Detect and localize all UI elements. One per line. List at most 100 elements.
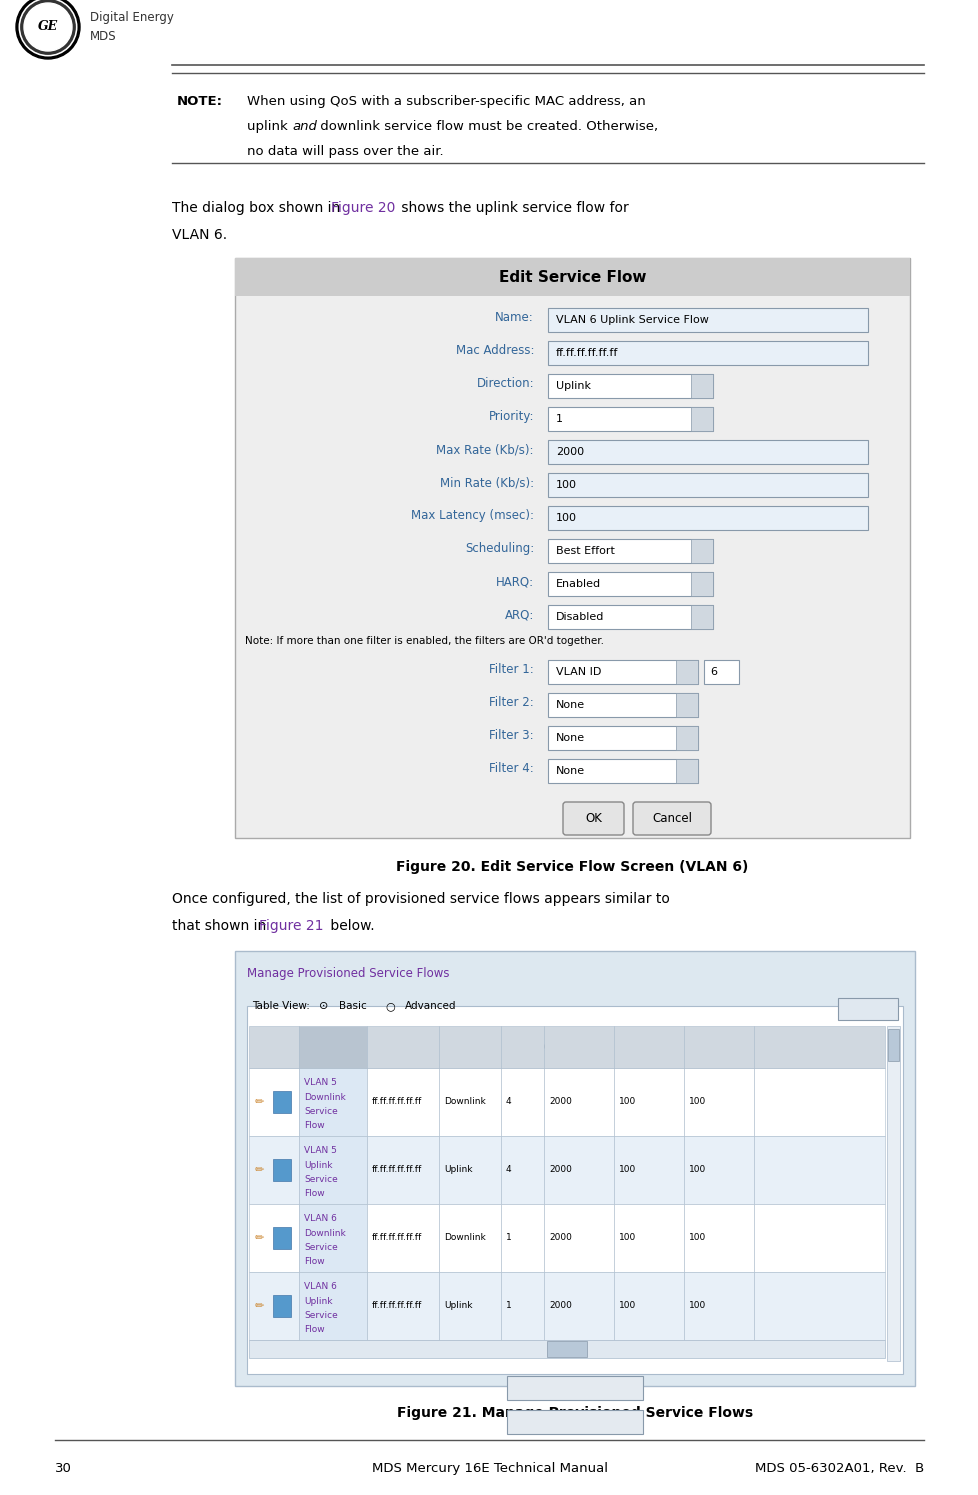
FancyBboxPatch shape	[548, 374, 712, 398]
FancyBboxPatch shape	[676, 694, 697, 718]
FancyBboxPatch shape	[544, 1203, 613, 1272]
FancyBboxPatch shape	[544, 1067, 613, 1136]
FancyBboxPatch shape	[248, 1203, 298, 1272]
FancyBboxPatch shape	[501, 1067, 544, 1136]
Text: 100: 100	[689, 1097, 705, 1106]
FancyBboxPatch shape	[544, 1272, 613, 1340]
FancyBboxPatch shape	[501, 1026, 544, 1067]
Text: 100: 100	[689, 1233, 705, 1242]
Text: Advanced: Advanced	[405, 1002, 456, 1011]
FancyBboxPatch shape	[548, 505, 867, 531]
Circle shape	[16, 0, 80, 58]
FancyBboxPatch shape	[507, 1410, 642, 1434]
Text: ✏: ✏	[254, 1165, 264, 1175]
Text: Priority:: Priority:	[488, 410, 533, 423]
FancyBboxPatch shape	[438, 1272, 501, 1340]
FancyBboxPatch shape	[548, 694, 697, 718]
Text: 2000: 2000	[549, 1233, 571, 1242]
Text: Direction:: Direction:	[476, 377, 533, 390]
Text: ○: ○	[384, 1002, 394, 1011]
Circle shape	[24, 3, 72, 51]
FancyBboxPatch shape	[548, 341, 867, 365]
FancyBboxPatch shape	[703, 659, 738, 685]
Text: ff.ff.ff.ff.ff.ff: ff.ff.ff.ff.ff.ff	[372, 1166, 422, 1175]
FancyBboxPatch shape	[298, 1272, 367, 1340]
Text: ▼: ▼	[698, 547, 704, 556]
FancyBboxPatch shape	[676, 759, 697, 783]
FancyBboxPatch shape	[273, 1295, 290, 1317]
FancyBboxPatch shape	[753, 1136, 884, 1203]
FancyBboxPatch shape	[613, 1067, 684, 1136]
Text: VLAN 6 Uplink Service Flow: VLAN 6 Uplink Service Flow	[556, 315, 708, 324]
FancyBboxPatch shape	[633, 801, 710, 836]
FancyBboxPatch shape	[548, 440, 867, 463]
FancyBboxPatch shape	[548, 759, 697, 783]
Text: 4: 4	[506, 1097, 511, 1106]
FancyBboxPatch shape	[298, 1136, 367, 1203]
Text: Max Latency (msec):: Max Latency (msec):	[411, 508, 533, 522]
Text: Downlink: Downlink	[304, 1229, 345, 1238]
FancyBboxPatch shape	[676, 659, 697, 685]
FancyBboxPatch shape	[548, 659, 697, 685]
FancyBboxPatch shape	[235, 259, 910, 839]
FancyBboxPatch shape	[753, 1272, 884, 1340]
Text: HARQ:: HARQ:	[496, 576, 533, 588]
FancyBboxPatch shape	[438, 1067, 501, 1136]
Text: Direction Q: Direction Q	[444, 1042, 491, 1051]
FancyBboxPatch shape	[246, 1006, 902, 1374]
FancyBboxPatch shape	[548, 573, 712, 597]
Text: downlink service flow must be created. Otherwise,: downlink service flow must be created. O…	[316, 120, 658, 133]
Text: 100: 100	[689, 1166, 705, 1175]
Text: Refresh: Refresh	[849, 1005, 886, 1014]
Text: Figure 21. Manage Provisioned Service Flows: Figure 21. Manage Provisioned Service Fl…	[396, 1405, 752, 1420]
Text: Downlink: Downlink	[304, 1093, 345, 1102]
Text: ff.ff.ff.ff.ff.ff: ff.ff.ff.ff.ff.ff	[372, 1097, 422, 1106]
FancyBboxPatch shape	[544, 1026, 613, 1067]
FancyBboxPatch shape	[367, 1067, 438, 1136]
FancyBboxPatch shape	[690, 407, 712, 431]
Text: Disabled: Disabled	[556, 611, 603, 622]
FancyBboxPatch shape	[886, 1026, 899, 1360]
Text: Filter 2:: Filter 2:	[489, 697, 533, 709]
FancyBboxPatch shape	[507, 1375, 642, 1399]
Text: The dialog box shown in: The dialog box shown in	[172, 200, 344, 215]
Text: None: None	[556, 733, 585, 743]
Text: 4: 4	[506, 1166, 511, 1175]
Text: When using QoS with a subscriber-specific MAC address, an: When using QoS with a subscriber-specifi…	[246, 96, 645, 108]
Text: Max Rate (Kb/s):: Max Rate (Kb/s):	[436, 443, 533, 456]
FancyBboxPatch shape	[438, 1203, 501, 1272]
Text: ▼: ▼	[683, 734, 689, 743]
FancyBboxPatch shape	[438, 1136, 501, 1203]
Text: NOTE:: NOTE:	[177, 96, 223, 108]
Text: ff.ff.ff.ff.ff.ff: ff.ff.ff.ff.ff.ff	[556, 348, 618, 357]
Text: VLAN 6: VLAN 6	[304, 1283, 336, 1292]
Text: uplink: uplink	[246, 120, 291, 133]
Text: Priority Q: Priority Q	[506, 1042, 545, 1051]
Text: Mac Address  Q: Mac Address Q	[372, 1042, 437, 1051]
Text: 100: 100	[618, 1097, 636, 1106]
FancyBboxPatch shape	[501, 1136, 544, 1203]
Text: MDS 05-6302A01, Rev.  B: MDS 05-6302A01, Rev. B	[754, 1462, 923, 1476]
Text: Flow: Flow	[304, 1121, 325, 1130]
Text: Filter 3:: Filter 3:	[489, 730, 533, 742]
FancyBboxPatch shape	[367, 1026, 438, 1067]
Text: 100: 100	[689, 1302, 705, 1311]
FancyBboxPatch shape	[548, 605, 712, 629]
FancyBboxPatch shape	[684, 1026, 753, 1067]
FancyBboxPatch shape	[690, 374, 712, 398]
Circle shape	[20, 0, 76, 55]
Text: Max latency Q
(msec): Max latency Q (msec)	[689, 1038, 748, 1057]
Text: ✏: ✏	[254, 1233, 264, 1242]
FancyBboxPatch shape	[544, 1136, 613, 1203]
Text: ▼: ▼	[683, 667, 689, 677]
Text: ARQ:: ARQ:	[504, 608, 533, 620]
Text: 100: 100	[556, 480, 576, 490]
Text: Min Rate (Kb/s):: Min Rate (Kb/s):	[439, 475, 533, 489]
FancyBboxPatch shape	[298, 1203, 367, 1272]
Text: Table View:: Table View:	[251, 1002, 316, 1011]
FancyBboxPatch shape	[298, 1067, 367, 1136]
FancyBboxPatch shape	[548, 407, 712, 431]
FancyBboxPatch shape	[548, 540, 712, 564]
Text: ▼: ▼	[698, 414, 704, 423]
Text: Name  Q▲: Name Q▲	[304, 1042, 347, 1051]
